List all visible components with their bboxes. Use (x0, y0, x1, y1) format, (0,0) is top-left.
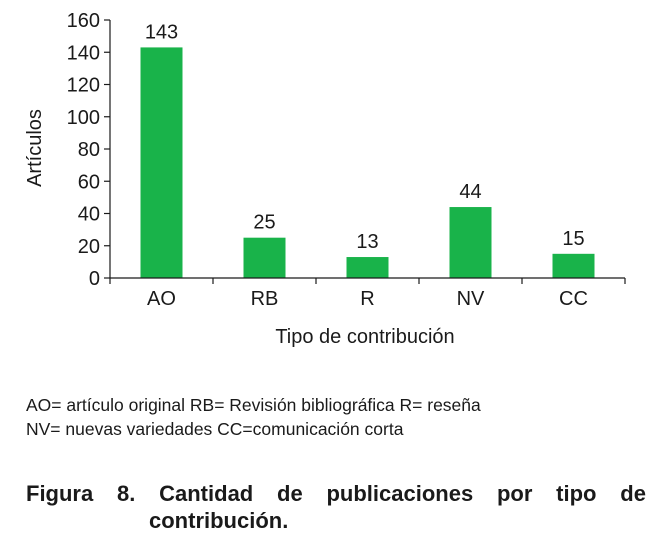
x-axis-title: Tipo de contribución (275, 326, 454, 348)
data-label-r: 13 (356, 231, 378, 253)
y-tick-label: 120 (67, 75, 100, 97)
caption-word: de (277, 481, 303, 506)
data-label-nv: 44 (459, 181, 481, 203)
legend-line-2: NV= nuevas variedades CC=comunicación co… (26, 419, 404, 439)
data-label-ao: 143 (145, 21, 178, 43)
abbreviation-legend: AO= artículo original RB= Revisión bibli… (26, 393, 481, 441)
caption-word: tipo (556, 481, 597, 506)
x-tick-label-cc: CC (559, 288, 588, 310)
y-axis-ticks: 0 20 40 60 80 100 120 140 160 (67, 10, 110, 290)
y-tick-label: 100 (67, 107, 100, 129)
x-tick-label-r: R (360, 288, 374, 310)
x-axis-ticks: AO RB R NV CC (109, 278, 626, 310)
caption-line-2: contribución. (149, 508, 289, 533)
y-tick-label: 20 (78, 236, 100, 258)
bars-group: 143 25 13 44 15 (140, 21, 595, 278)
caption-word: de (620, 481, 646, 506)
caption-word: por (496, 481, 533, 506)
data-label-cc: 15 (562, 228, 584, 250)
figure-caption: Figura 8. Cantidad de publicaciones por tipo de… (26, 480, 646, 534)
bar-cc (552, 253, 595, 278)
y-tick-label: 160 (67, 10, 100, 32)
y-tick-label: 60 (78, 171, 100, 193)
caption-word: publicaciones (326, 481, 474, 506)
bar-chart: 0 20 40 60 80 100 120 140 160 143 25 13 44 15 AO RB R N… (24, 10, 626, 348)
caption-word: Figura (26, 481, 94, 506)
x-tick-label-ao: AO (147, 288, 176, 310)
caption-word: 8. (117, 481, 136, 506)
x-tick-label-rb: RB (251, 288, 279, 310)
bar-r (346, 257, 389, 278)
y-tick-label: 140 (67, 42, 100, 64)
bar-rb (243, 237, 286, 278)
caption-line-1: Figura 8. Cantidad de publicaciones por tipo de (26, 480, 646, 507)
y-axis-title: Artículos (24, 109, 46, 187)
y-tick-label: 80 (78, 139, 100, 161)
bar-ao (140, 47, 183, 278)
x-tick-label-nv: NV (457, 288, 485, 310)
data-label-rb: 25 (253, 212, 275, 234)
caption-word: Cantidad (159, 481, 254, 506)
y-tick-label: 0 (89, 268, 100, 290)
legend-line-1: AO= artículo original RB= Revisión bibli… (26, 395, 481, 415)
y-tick-label: 40 (78, 204, 100, 226)
bar-nv (449, 207, 492, 278)
